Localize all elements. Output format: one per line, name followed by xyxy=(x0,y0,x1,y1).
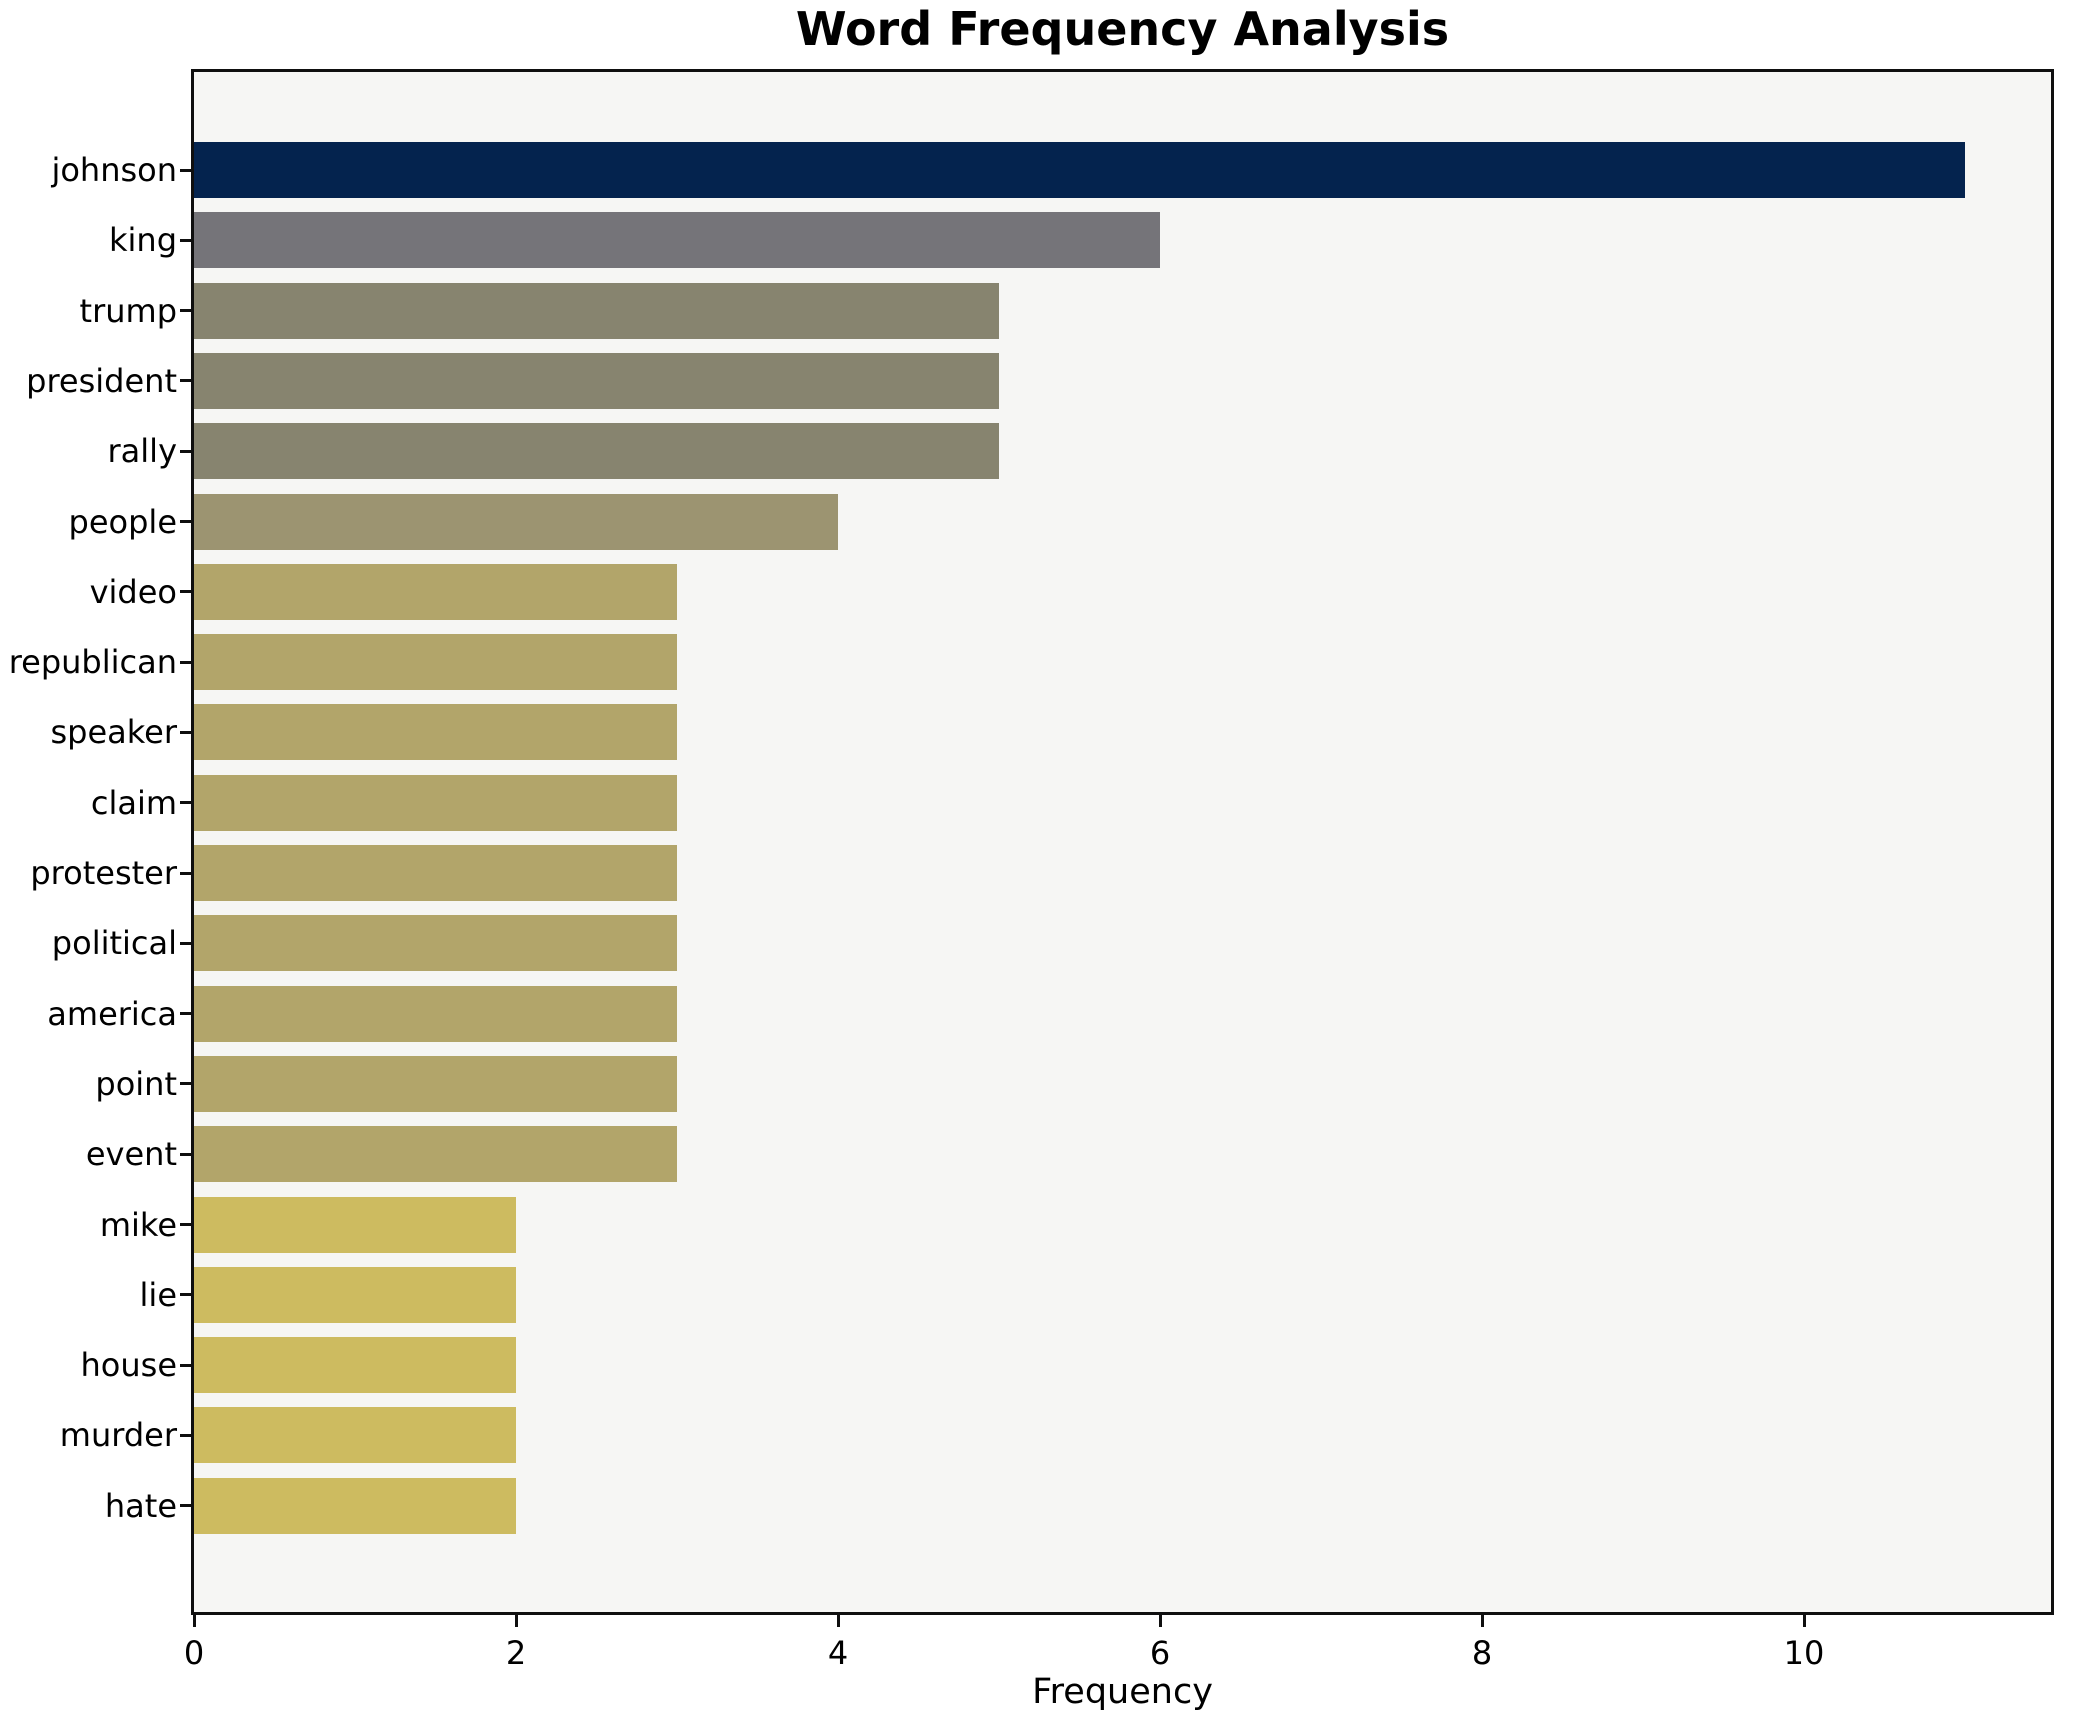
ytick-label-people: people xyxy=(68,502,177,541)
ytick-mark-protester xyxy=(180,871,194,875)
ytick-label-rally: rally xyxy=(107,432,177,471)
bar-trump xyxy=(194,282,999,339)
xtick-mark-2 xyxy=(514,1615,518,1627)
ytick-label-trump: trump xyxy=(79,291,177,330)
bar-johnson xyxy=(194,142,1965,198)
ytick-mark-america xyxy=(180,1012,194,1016)
xtick-label-10: 10 xyxy=(1783,1634,1825,1672)
ytick-mark-mike xyxy=(180,1223,194,1226)
ytick-label-event: event xyxy=(85,1135,177,1174)
ytick-label-house: house xyxy=(80,1346,178,1385)
ytick-label-johnson: johnson xyxy=(51,151,177,189)
chart-title: Word Frequency Analysis xyxy=(795,2,1450,56)
xtick-label-6: 6 xyxy=(1149,1634,1171,1672)
ytick-label-political: political xyxy=(51,924,177,963)
ytick-mark-point xyxy=(180,1082,194,1086)
ytick-label-mike: mike xyxy=(99,1205,177,1244)
bar-president xyxy=(194,352,999,409)
bar-protester xyxy=(194,845,677,901)
bar-claim xyxy=(194,774,677,831)
ytick-mark-murder xyxy=(180,1433,194,1437)
xtick-mark-4 xyxy=(836,1615,840,1627)
ytick-mark-video xyxy=(180,590,194,594)
ytick-label-murder: murder xyxy=(59,1416,177,1455)
ytick-label-king: king xyxy=(108,221,177,260)
ytick-mark-house xyxy=(180,1363,194,1367)
bar-mike xyxy=(194,1196,516,1253)
ytick-mark-claim xyxy=(180,801,194,805)
ytick-label-protester: protester xyxy=(30,854,177,892)
ytick-label-video: video xyxy=(89,572,177,611)
ytick-label-point: point xyxy=(95,1064,177,1103)
xtick-label-8: 8 xyxy=(1471,1634,1493,1672)
ytick-label-lie: lie xyxy=(139,1275,177,1314)
bar-people xyxy=(194,493,838,550)
ytick-mark-president xyxy=(180,379,194,383)
ytick-mark-johnson xyxy=(180,168,194,172)
ytick-mark-people xyxy=(180,520,194,523)
xtick-mark-10 xyxy=(1802,1615,1806,1627)
bar-hate xyxy=(194,1477,516,1534)
plot-area xyxy=(191,69,2054,1615)
xtick-label-0: 0 xyxy=(183,1634,205,1672)
ytick-mark-speaker xyxy=(180,730,194,734)
bar-lie xyxy=(194,1266,516,1323)
ytick-mark-event xyxy=(180,1152,194,1156)
ytick-mark-lie xyxy=(180,1293,194,1297)
bar-murder xyxy=(194,1407,516,1464)
bar-king xyxy=(194,212,1160,269)
ytick-label-speaker: speaker xyxy=(50,713,177,752)
ytick-label-claim: claim xyxy=(90,783,177,822)
bar-point xyxy=(194,1055,677,1112)
bar-republican xyxy=(194,634,677,691)
ytick-mark-political xyxy=(180,941,194,945)
ytick-label-hate: hate xyxy=(104,1486,177,1525)
xtick-label-4: 4 xyxy=(827,1634,849,1672)
bar-speaker xyxy=(194,704,677,761)
bar-video xyxy=(194,563,677,620)
bar-house xyxy=(194,1337,516,1394)
ytick-mark-hate xyxy=(180,1504,194,1508)
ytick-mark-republican xyxy=(180,660,194,664)
xtick-mark-8 xyxy=(1480,1615,1484,1627)
bar-political xyxy=(194,915,677,972)
bar-event xyxy=(194,1126,677,1183)
bar-america xyxy=(194,985,677,1042)
xtick-mark-6 xyxy=(1158,1615,1162,1627)
xtick-mark-0 xyxy=(192,1615,196,1627)
x-axis-label: Frequency xyxy=(1032,1672,1213,1712)
ytick-label-president: president xyxy=(26,361,177,400)
ytick-label-america: america xyxy=(47,994,177,1033)
ytick-mark-king xyxy=(180,238,194,242)
ytick-mark-trump xyxy=(180,309,194,313)
ytick-label-republican: republican xyxy=(8,643,177,682)
ytick-mark-rally xyxy=(180,449,194,453)
bar-rally xyxy=(194,423,999,480)
xtick-label-2: 2 xyxy=(505,1634,527,1672)
